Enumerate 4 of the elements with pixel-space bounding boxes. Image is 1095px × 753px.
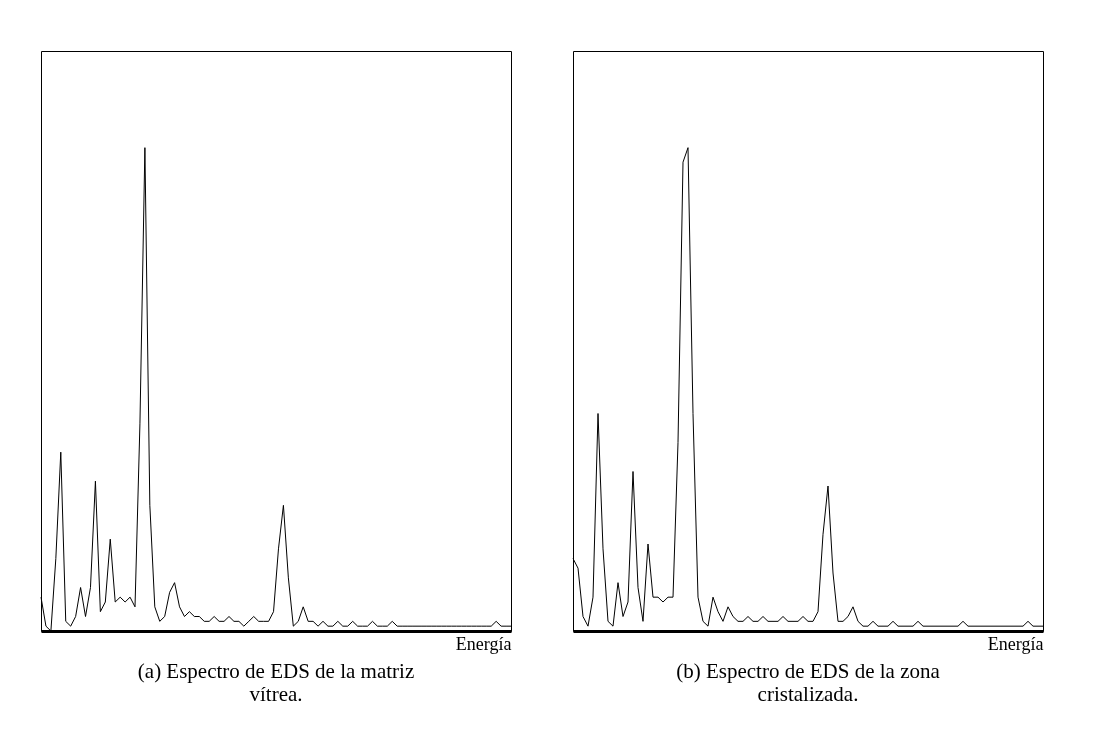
x-axis-title: Energía [987,633,1044,654]
text: (a) Espectro de EDS de la matriz vítrea. [137,659,415,706]
x-axis-title: Energía [455,633,512,654]
text: (b) Espectro de EDS de la zona cristalizada. [676,659,941,706]
